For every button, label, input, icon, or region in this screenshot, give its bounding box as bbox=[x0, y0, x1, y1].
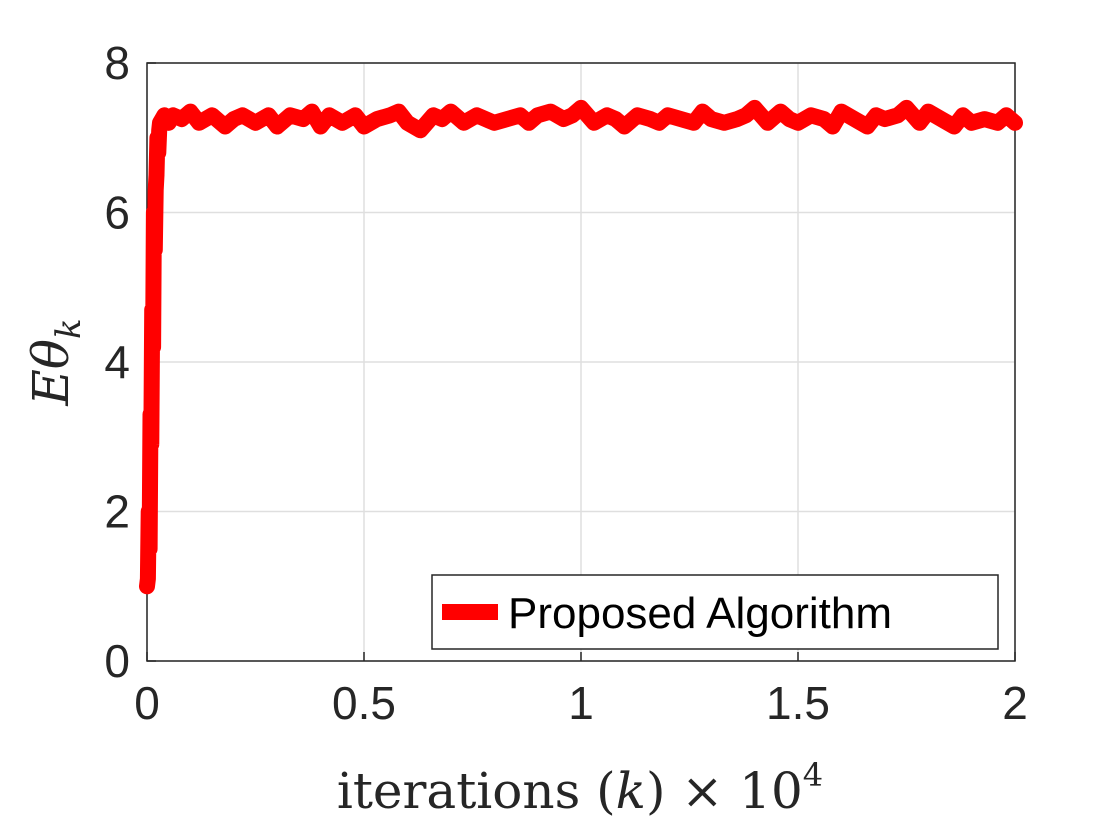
x-tick-label: 0 bbox=[134, 677, 160, 729]
x-tick-label: 0.5 bbox=[332, 677, 396, 729]
y-tick-label: 8 bbox=[104, 37, 130, 89]
grid-lines bbox=[146, 62, 1016, 662]
axis-ticks: 0 0.5 1 1.5 2 0 2 4 6 8 bbox=[104, 37, 1027, 729]
y-tick-label: 2 bbox=[104, 486, 130, 538]
y-tick-label: 4 bbox=[104, 336, 130, 388]
legend-label: Proposed Algorithm bbox=[508, 589, 892, 638]
x-tick-label: 1 bbox=[568, 677, 594, 729]
x-axis-title: iterations (k) × 104 bbox=[337, 756, 823, 820]
legend: Proposed Algorithm bbox=[431, 574, 999, 650]
series-layer bbox=[139, 99, 1023, 595]
legend-box bbox=[431, 574, 999, 650]
y-axis-title: Eθk bbox=[22, 318, 89, 406]
x-tick-label: 2 bbox=[1002, 677, 1028, 729]
y-tick-label: 0 bbox=[104, 635, 130, 687]
x-tick-label: 1.5 bbox=[766, 677, 830, 729]
y-tick-label: 6 bbox=[104, 187, 130, 239]
series-line-0 bbox=[139, 99, 1023, 595]
